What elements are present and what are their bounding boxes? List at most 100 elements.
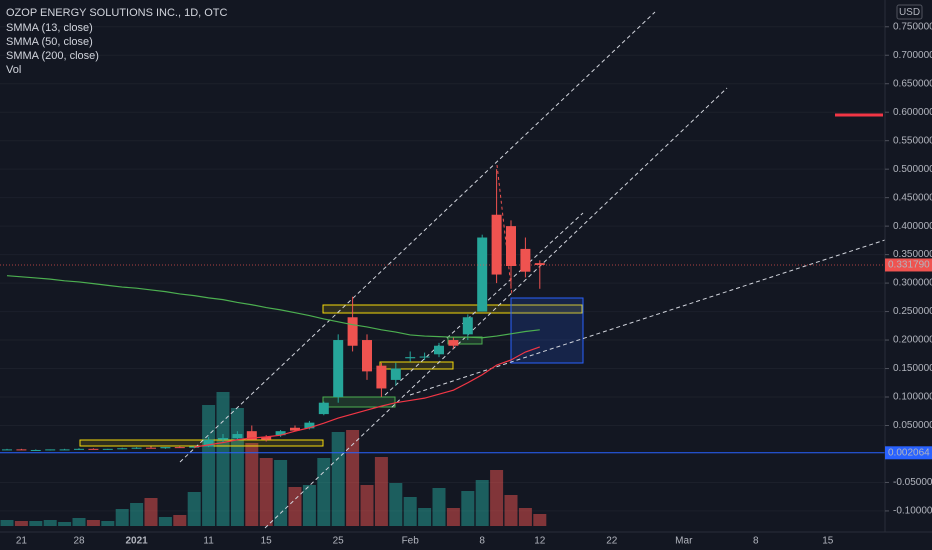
volume-bar [446, 508, 460, 526]
candle-body [318, 402, 329, 415]
candle-body [347, 317, 358, 346]
x-tick-label: 12 [534, 536, 546, 547]
y-tick-label: 0.600000 [893, 107, 932, 118]
candle-body [390, 368, 401, 380]
volume-bar [403, 497, 417, 526]
volume-bar [43, 520, 57, 526]
axes: -0.100000 -0.050000 0.050000 0.100000 0.1500… [16, 21, 932, 547]
last-price-box [885, 258, 932, 272]
smma-line [6, 275, 540, 339]
candle-body [30, 449, 41, 451]
candle-body [333, 340, 344, 398]
x-tick-label: 11 [203, 536, 214, 547]
y-tick-label: 0.700000 [893, 50, 932, 61]
x-tick-label: 22 [606, 536, 618, 547]
trend-line [409, 239, 886, 396]
volume-bar [72, 518, 86, 526]
volume-bar [130, 503, 144, 526]
y-tick-label: -0.100000 [893, 506, 932, 517]
candle-body [59, 449, 70, 451]
volume-bar [101, 521, 115, 526]
candle-body [477, 237, 488, 312]
candle-body [448, 340, 459, 346]
y-tick-label: 0.150000 [893, 363, 932, 374]
volume-bar [490, 470, 504, 526]
volume-bar [288, 487, 302, 526]
trend-line [264, 87, 728, 529]
candle-body [376, 365, 387, 389]
x-tick-label: 25 [333, 536, 345, 547]
volume-bar [158, 517, 172, 526]
x-tick-label: Mar [675, 536, 693, 547]
price-layer [0, 169, 885, 454]
y-tick-label: 0.550000 [893, 135, 932, 146]
currency: USD [899, 7, 920, 18]
candle-body [534, 263, 545, 265]
y-tick-label: 0.400000 [893, 221, 932, 232]
volume-bar [317, 458, 331, 526]
volume-bar [504, 495, 518, 526]
candle-body [261, 436, 272, 440]
candle-body [2, 449, 12, 451]
volume-bar [144, 498, 158, 526]
volume-bar [58, 522, 72, 526]
candle-body [491, 214, 502, 275]
trend-line [496, 164, 513, 296]
volume-bar [14, 521, 28, 526]
volume-bar [0, 520, 14, 526]
volume-bar [187, 492, 201, 526]
volume-bar [475, 480, 489, 526]
drawings [79, 11, 886, 529]
volume-bar [216, 392, 230, 526]
indicator-label: SMMA (200, close) [6, 50, 99, 62]
x-tick-label: 8 [753, 536, 759, 547]
smma-line [194, 346, 541, 448]
volume-bar [374, 457, 388, 526]
volume-bar [86, 520, 100, 526]
grid [0, 26, 885, 512]
candle-body [290, 427, 300, 431]
y-tick-label: 0.100000 [893, 392, 932, 403]
candle-body [362, 340, 372, 372]
candle-body [506, 226, 516, 266]
y-tick-label: 0.650000 [893, 78, 932, 89]
volume-bar [202, 405, 216, 526]
y-tick-label: 0.050000 [893, 420, 932, 431]
candle-body [74, 448, 84, 450]
volume-bar [346, 430, 360, 526]
y-tick-label: 0.200000 [893, 335, 932, 346]
x-tick-label: 2021 [125, 536, 148, 547]
last-price-label: 0.331790 [888, 260, 930, 271]
volume-bar [360, 485, 374, 526]
y-tick-label: 0.750000 [893, 21, 932, 32]
currency-box [896, 4, 923, 20]
y-tick-label: 0.350000 [893, 249, 932, 260]
volume-bar [245, 443, 259, 526]
x-tick-label: 28 [73, 536, 85, 547]
volume-bar [533, 514, 547, 526]
volume-bar [173, 515, 187, 526]
y-tick-label: 0.250000 [893, 306, 932, 317]
volume-bar [302, 485, 316, 526]
zone-box [322, 304, 583, 314]
indicator-label: Vol [6, 64, 21, 76]
candle-body [419, 356, 430, 358]
volume-bar [274, 460, 288, 526]
candle-body [45, 449, 56, 451]
y-tick-label: 0.300000 [893, 278, 932, 289]
y-tick-label: 0.450000 [893, 192, 932, 203]
x-tick-label: 8 [479, 536, 485, 547]
candle-body [203, 439, 214, 447]
price-label-box [885, 446, 932, 460]
candle-body [160, 447, 171, 449]
volume-bar [29, 521, 43, 526]
candle-body [434, 345, 444, 355]
y-tick-label: -0.050000 [893, 477, 932, 488]
candle-body [246, 431, 257, 440]
candle-body [174, 447, 185, 449]
candle-body [102, 448, 113, 450]
candle-body [146, 447, 156, 449]
candle-body [304, 422, 315, 429]
volume-bar [259, 458, 273, 526]
